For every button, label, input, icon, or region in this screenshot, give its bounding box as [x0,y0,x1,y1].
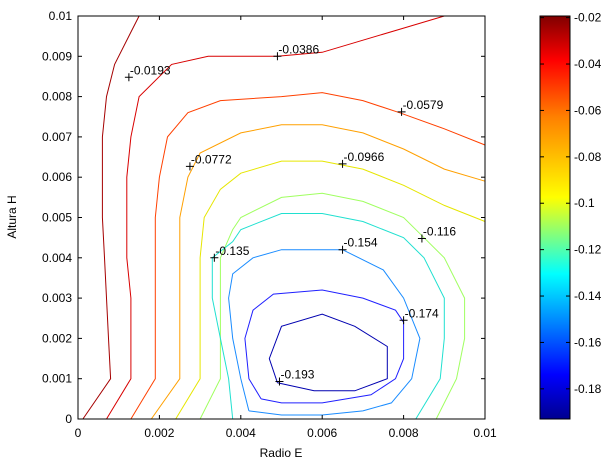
x-tick-label: 0.006 [307,426,337,440]
colorbar-tick-label: -0.1 [574,196,595,210]
x-tick-label: 0.01 [473,426,497,440]
contour-label-marker [397,107,406,116]
colorbar-tick-label: -0.06 [574,103,602,117]
contour-label-marker [275,377,284,386]
contour-label: -0.0579 [403,98,444,112]
y-tick-label: 0.01 [49,9,73,23]
contour-lines [82,15,486,420]
contour-label-marker [417,234,426,243]
x-axis-label: Radio E [260,446,303,460]
x-tick-label: 0.008 [389,426,419,440]
contour-line [82,15,140,420]
contour-line [175,160,486,420]
contour-line [244,289,405,404]
colorbar-tick-label: -0.14 [574,289,602,303]
contour-label-marker [185,162,194,171]
y-tick-label: 0.008 [42,90,72,104]
colorbar-tick-label: -0.02 [574,11,602,25]
y-tick-label: 0.002 [42,331,72,345]
contour-label: -0.116 [423,224,456,238]
contour-label: -0.193 [280,368,314,382]
contour-label: -0.0966 [344,150,385,164]
contour-label: -0.174 [405,306,439,320]
contour-label-marker [399,316,408,325]
y-tick-label: 0.009 [42,49,72,63]
colorbar [539,15,571,420]
colorbar-tick-label: -0.16 [574,335,602,349]
contour-label-marker [273,52,282,61]
contour-label: -0.0772 [191,152,232,166]
contour-line [130,92,486,420]
colorbar-tick-label: -0.12 [574,243,602,257]
y-tick-label: 0.001 [42,372,72,386]
y-tick-label: 0.007 [42,130,72,144]
y-tick-label: 0.004 [42,251,72,265]
contour-label-marker [124,73,133,82]
contour-label: -0.0193 [130,63,171,77]
contour-label-marker [338,159,347,168]
contour-labels: -0.0193 -0.0386 -0.0579 -0.0772 -0.0966 -0.11… [124,42,456,386]
colorbar-tick-label: -0.04 [574,57,602,71]
contour-line [199,192,466,420]
contour-line [228,249,421,416]
colorbar-ticks: -0.02 -0.04 -0.06 -0.08 -0.1 -0.12 -0.14 -0.16 -… [540,11,602,396]
contour-label-marker [210,253,219,262]
contour-line [268,313,388,392]
y-tick-label: 0 [65,412,72,426]
contour-label: -0.135 [215,244,249,258]
y-tick-label: 0.003 [42,291,72,305]
x-tick-label: 0.004 [226,426,256,440]
x-axis-ticks: 0 0.002 0.004 0.006 0.008 0.01 [75,16,497,440]
contour-line [106,15,445,420]
contour-line [150,124,486,420]
contour-label-marker [338,245,347,254]
contour-line [211,213,445,420]
colorbar-tick-label: -0.18 [574,382,602,396]
y-tick-label: 0.006 [42,170,72,184]
contour-label: -0.154 [344,236,378,250]
contour-label: -0.0386 [278,42,319,56]
colorbar-tick-label: -0.08 [574,150,602,164]
y-axis-ticks: 0 0.001 0.002 0.003 0.004 0.005 0.006 0.007 0.00… [42,9,485,426]
y-axis-label: Altura H [5,195,19,238]
y-tick-label: 0.005 [42,211,72,225]
x-tick-label: 0.002 [144,426,174,440]
x-tick-label: 0 [75,426,82,440]
